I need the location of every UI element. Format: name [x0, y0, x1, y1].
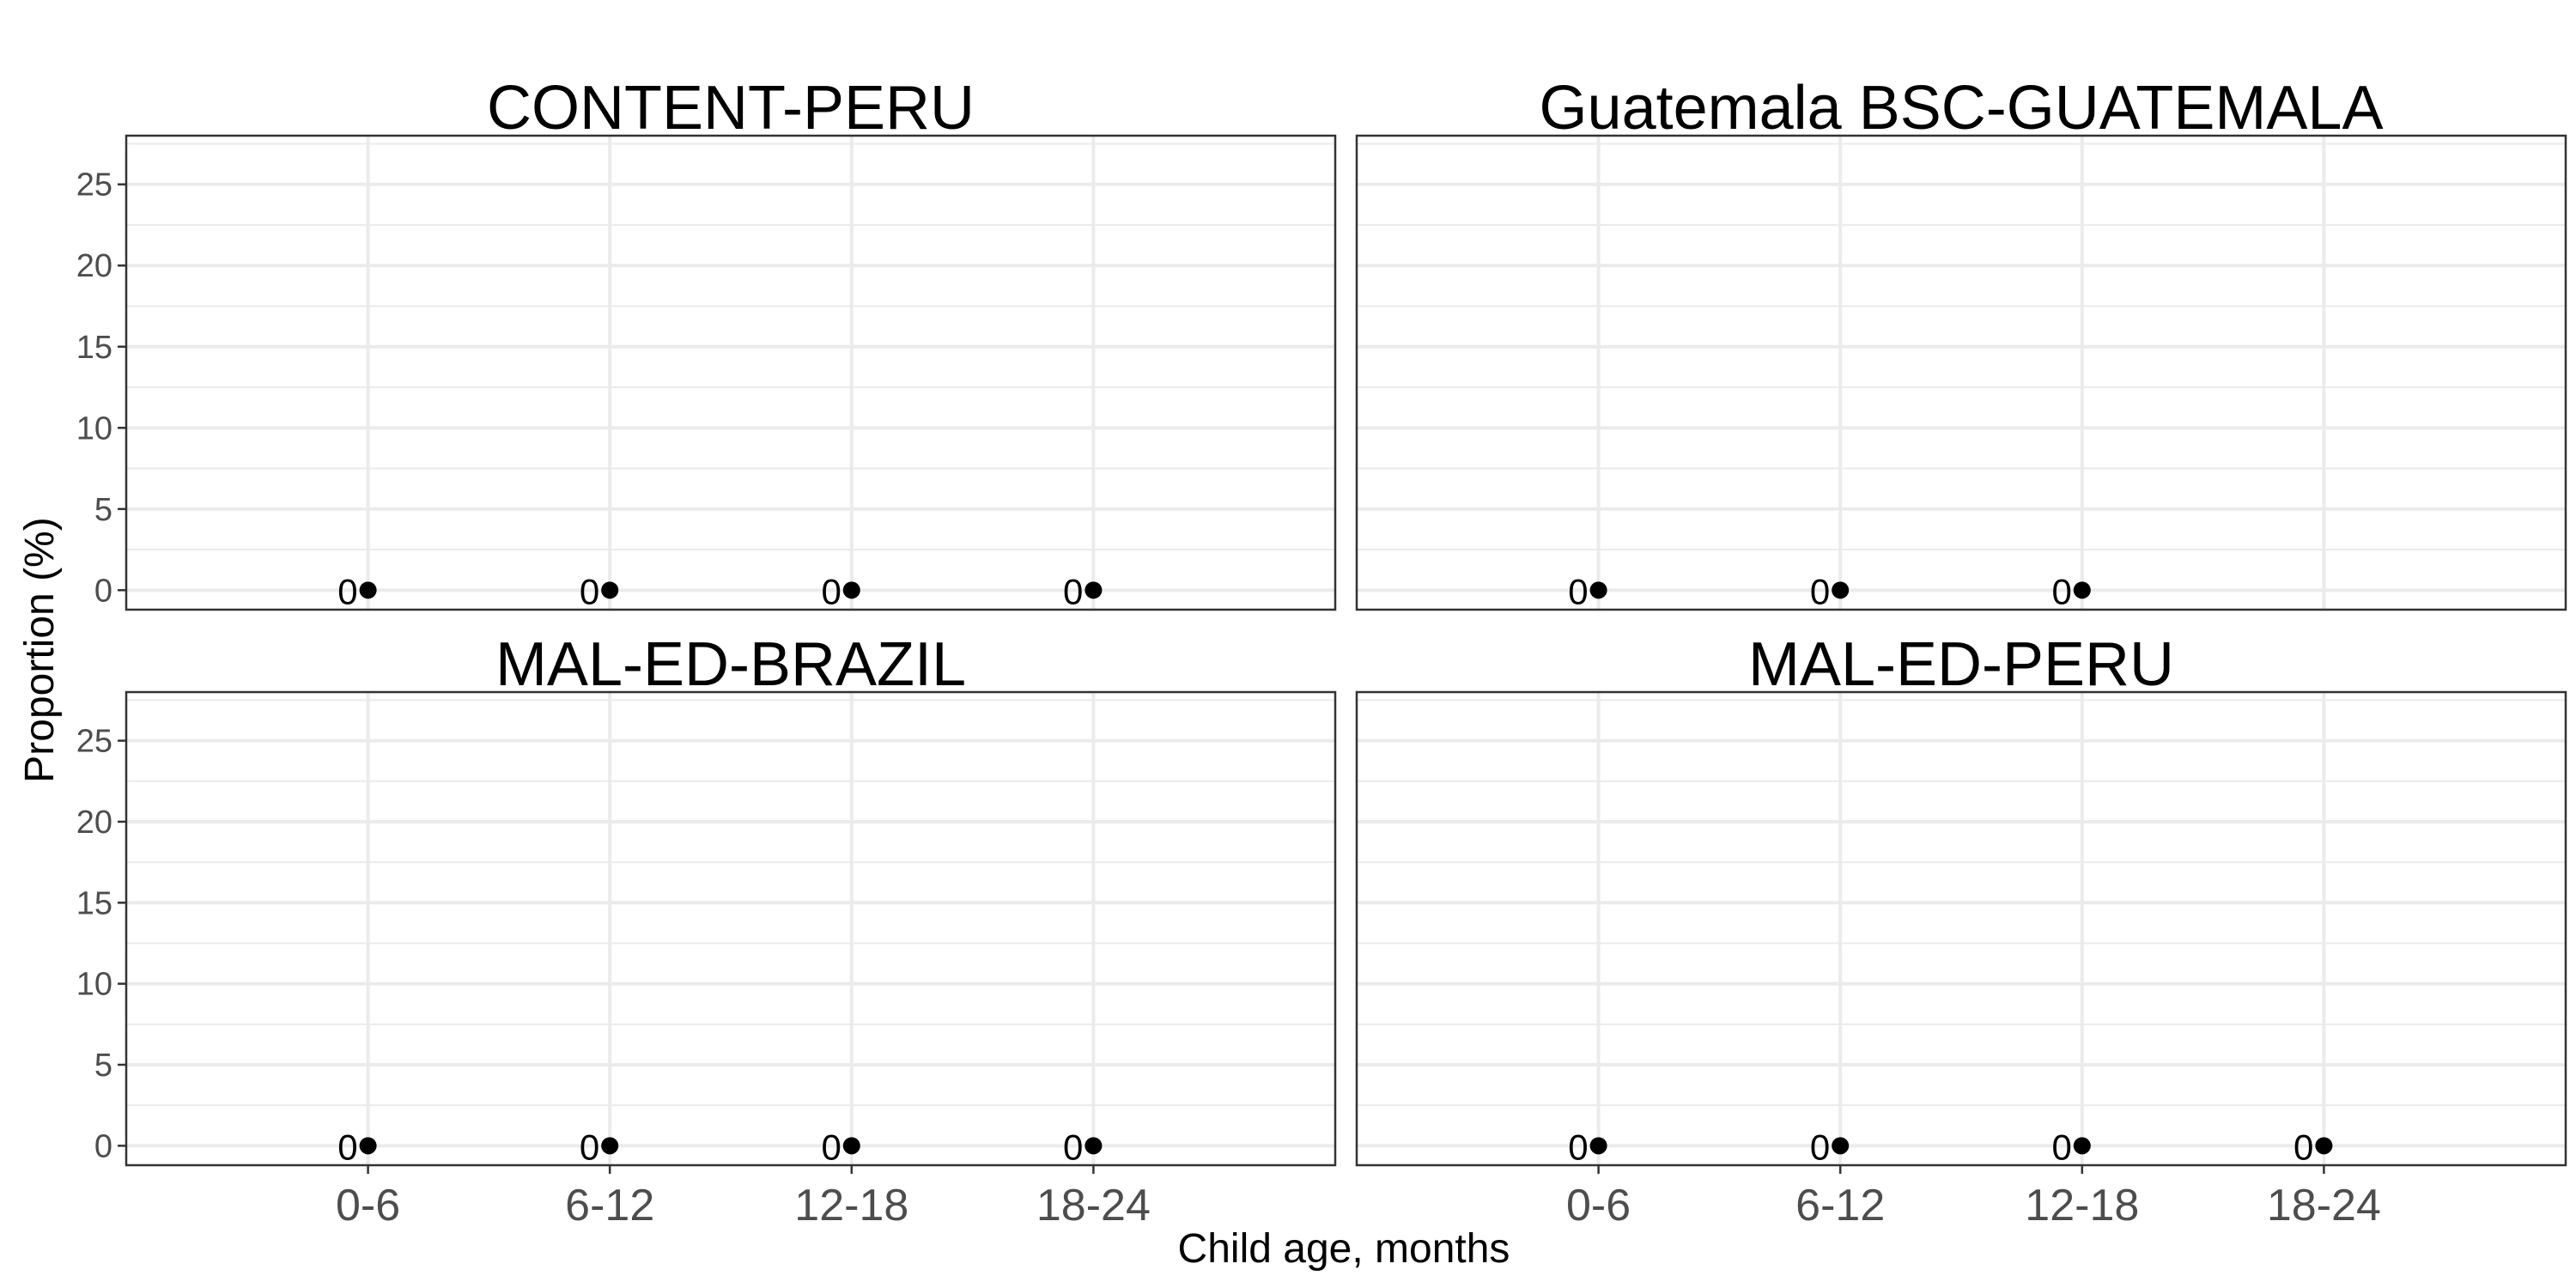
data-label: 0: [1063, 571, 1083, 611]
data-label: 0: [2051, 1127, 2071, 1167]
panel-title: MAL-ED-PERU: [1748, 630, 2174, 699]
y-tick-label: 25: [76, 724, 112, 760]
data-point: [2073, 581, 2091, 599]
data-point: [2315, 1137, 2333, 1155]
x-tick-label: 18-24: [1036, 1181, 1151, 1230]
y-tick-label: 0: [94, 1128, 112, 1164]
data-point: [1832, 1137, 1850, 1155]
data-point: [1084, 1137, 1103, 1155]
data-label: 0: [821, 1127, 841, 1167]
data-point: [601, 581, 619, 599]
data-point: [842, 1137, 860, 1155]
y-tick-label: 10: [76, 967, 112, 1003]
panel-background: [1357, 692, 2566, 1165]
data-point: [1084, 581, 1103, 599]
data-label: 0: [580, 1127, 599, 1167]
data-label: 0: [337, 571, 357, 611]
panel-border: [1355, 134, 2567, 611]
panel-2: Guatemala BSC-GUATEMALA 0 0 0: [1355, 74, 2567, 611]
x-axis-title: Child age, months: [1178, 1226, 1510, 1272]
panel-3: MAL-ED-BRAZIL 0 5 10 15 20 25 0-6 6-12 12-18 18-24…: [76, 630, 1337, 1230]
x-tick-label: 0-6: [336, 1181, 400, 1230]
y-tick-label: 25: [76, 167, 112, 204]
data-point: [842, 581, 860, 599]
y-tick-label: 15: [76, 885, 112, 921]
panel-title: CONTENT-PERU: [487, 74, 975, 143]
x-tick-label: 12-18: [2025, 1181, 2139, 1230]
x-tick-label: 6-12: [565, 1181, 654, 1230]
panel-4: MAL-ED-PERU 0-6 6-12 12-18 18-24 0 0 0 0: [1355, 630, 2567, 1230]
data-label: 0: [2293, 1127, 2313, 1167]
x-tick-label: 18-24: [2267, 1181, 2381, 1230]
data-point: [359, 1137, 377, 1155]
data-label: 0: [337, 1127, 357, 1167]
data-point: [601, 1137, 619, 1155]
panel-border: [1355, 690, 2567, 1167]
data-point: [2073, 1137, 2091, 1155]
panel-background: [1357, 136, 2566, 610]
y-tick-label: 5: [94, 1048, 112, 1084]
data-point: [1589, 581, 1607, 599]
panel-title: Guatemala BSC-GUATEMALA: [1540, 74, 2384, 143]
y-tick-label: 15: [76, 330, 112, 366]
panel-background: [126, 692, 1335, 1165]
data-label: 0: [821, 571, 841, 611]
y-tick-label: 20: [76, 805, 112, 841]
y-tick-label: 20: [76, 248, 112, 284]
y-tick-label: 0: [94, 573, 112, 609]
panel-title: MAL-ED-BRAZIL: [495, 630, 966, 699]
data-point: [1589, 1137, 1607, 1155]
data-label: 0: [1810, 1127, 1830, 1167]
data-label: 0: [1568, 1127, 1588, 1167]
panel-background: [126, 136, 1335, 610]
x-tick-label: 6-12: [1795, 1181, 1885, 1230]
x-tick-label: 12-18: [794, 1181, 908, 1230]
data-label: 0: [1063, 1127, 1083, 1167]
data-point: [1832, 581, 1850, 599]
data-point: [359, 581, 377, 599]
y-axis-title: Proportion (%): [17, 517, 63, 782]
y-tick-label: 10: [76, 410, 112, 447]
panel-border: [125, 690, 1337, 1167]
data-label: 0: [1568, 571, 1588, 611]
x-tick-label: 0-6: [1566, 1181, 1631, 1230]
panel-1: CONTENT-PERU 0 5 10 15 20 25 0 0 0 0: [76, 74, 1337, 611]
y-tick-label: 5: [94, 492, 112, 528]
panel-border: [125, 134, 1337, 611]
data-label: 0: [2051, 571, 2071, 611]
data-label: 0: [1810, 571, 1830, 611]
data-label: 0: [580, 571, 599, 611]
